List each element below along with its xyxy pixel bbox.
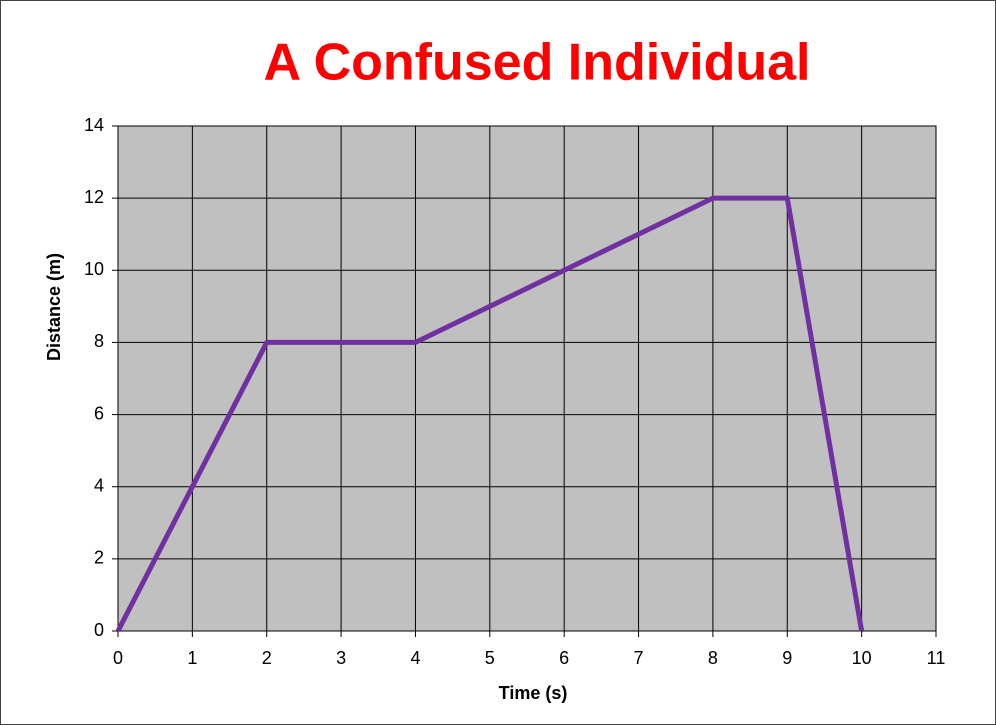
x-tick-label: 1 xyxy=(187,648,197,668)
chart-title: A Confused Individual xyxy=(264,34,811,92)
y-tick-label: 12 xyxy=(84,187,104,207)
x-tick-label: 10 xyxy=(852,648,872,668)
y-tick-label: 6 xyxy=(94,403,104,423)
y-tick-label: 4 xyxy=(94,475,104,495)
x-axis-label: Time (s) xyxy=(499,683,568,703)
y-axis-label: Distance (m) xyxy=(44,253,64,361)
x-tick-label: 4 xyxy=(410,648,420,668)
plot-background xyxy=(118,126,936,631)
x-tick-label: 7 xyxy=(634,648,644,668)
x-tick-label: 6 xyxy=(559,648,569,668)
y-tick-label: 2 xyxy=(94,548,104,568)
y-tick-label: 0 xyxy=(94,620,104,640)
x-tick-label: 9 xyxy=(782,648,792,668)
x-tick-label: 5 xyxy=(485,648,495,668)
x-tick-label: 11 xyxy=(927,648,946,668)
x-tick-label: 2 xyxy=(262,648,272,668)
x-tick-label: 3 xyxy=(336,648,346,668)
data-line xyxy=(115,195,865,633)
x-tick-label: 8 xyxy=(708,648,718,668)
plot-frame xyxy=(117,125,937,632)
y-tick-label: 10 xyxy=(84,259,104,279)
x-tick-label: 0 xyxy=(113,648,123,668)
y-tick-label: 14 xyxy=(84,115,104,135)
y-tick-label: 8 xyxy=(94,331,104,351)
